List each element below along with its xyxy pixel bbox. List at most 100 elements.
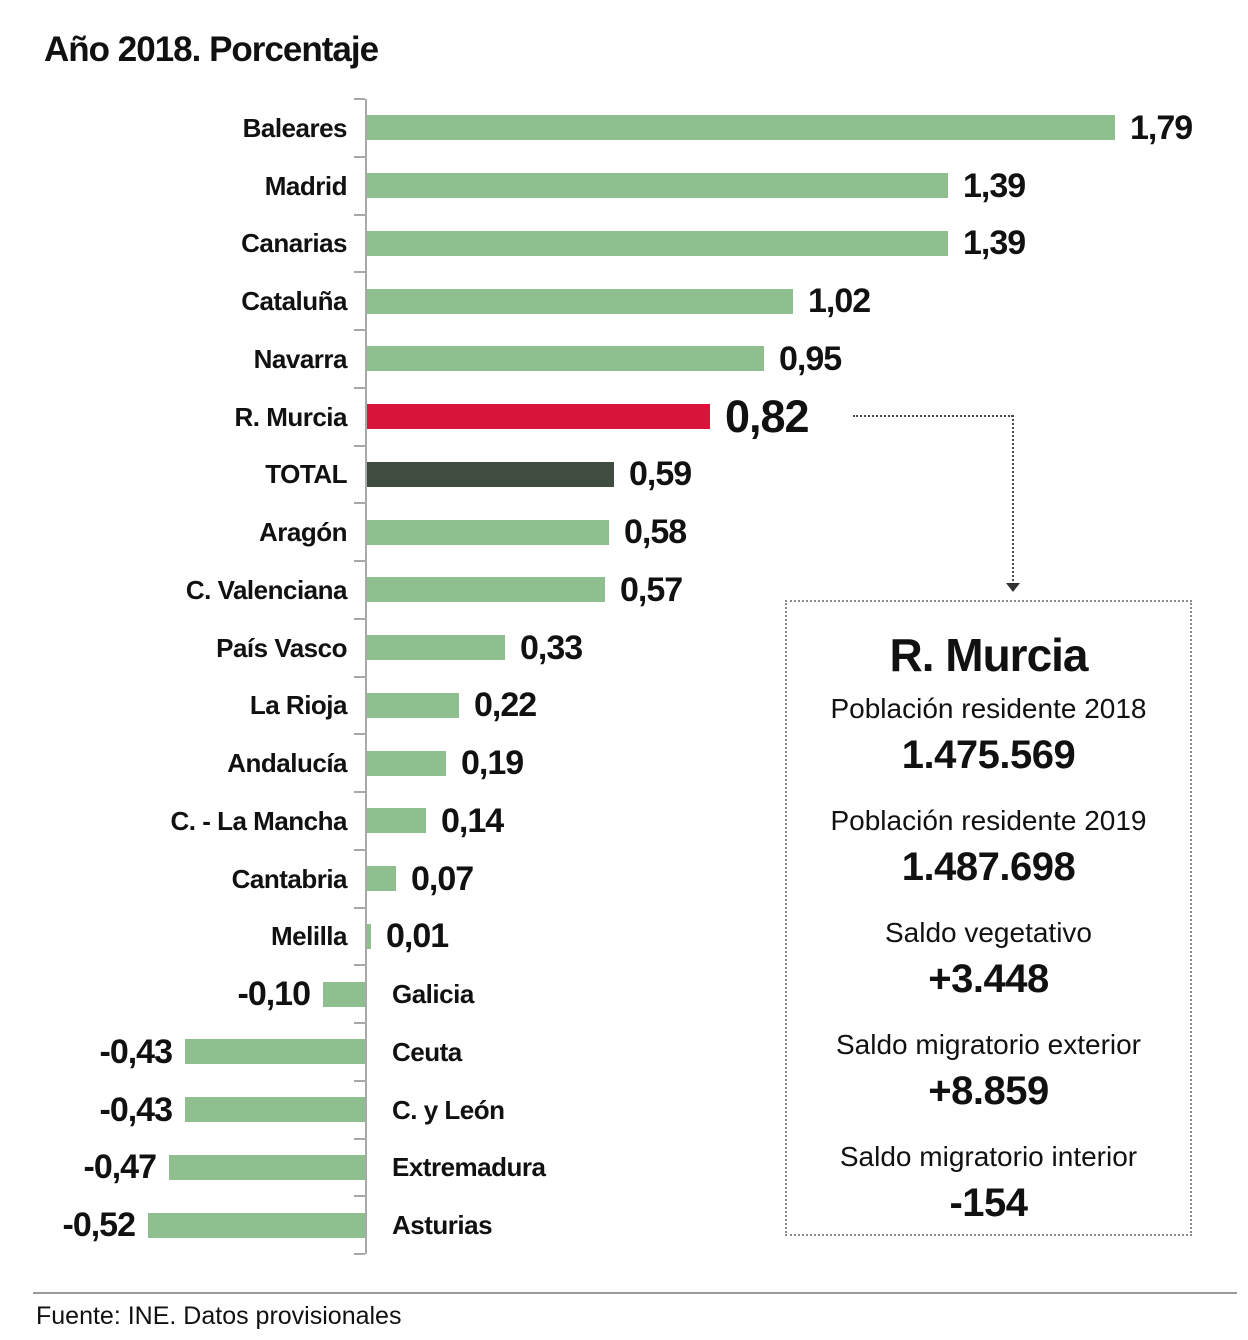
arrow-down-icon	[1006, 583, 1020, 592]
value-label: 0,58	[624, 513, 687, 552]
axis-line	[365, 99, 367, 1254]
category-label: Galicia	[392, 979, 474, 1010]
axis-tick	[354, 848, 365, 851]
category-label: Madrid	[264, 170, 348, 201]
axis-tick	[354, 502, 365, 505]
axis-tick	[354, 675, 365, 678]
bar	[367, 692, 459, 718]
bar	[367, 461, 614, 487]
bar	[367, 230, 948, 256]
axis-tick	[354, 386, 365, 389]
bar	[367, 288, 793, 314]
axis-tick	[354, 733, 365, 736]
category-label: País Vasco	[216, 632, 347, 663]
category-label: C. y León	[392, 1094, 505, 1125]
axis-tick	[354, 444, 365, 447]
category-label: R. Murcia	[234, 401, 347, 432]
category-label: Aragón	[259, 517, 348, 548]
callout-item-value: 1.475.569	[901, 733, 1076, 777]
callout-item-value: 1.487.698	[901, 845, 1076, 889]
category-label: Andalucía	[227, 748, 347, 779]
axis-tick	[354, 271, 365, 274]
bar	[367, 173, 948, 199]
callout-item-label: Población residente 2018	[830, 693, 1147, 724]
value-label: -0,47	[83, 1148, 158, 1187]
bar	[367, 115, 1115, 141]
axis-tick	[354, 560, 365, 562]
category-label: Cataluña	[241, 286, 347, 317]
category-label: Extremadura	[392, 1152, 546, 1183]
bar	[185, 1097, 365, 1123]
value-label: 1,79	[1130, 108, 1193, 147]
axis-tick	[354, 1137, 365, 1140]
murcia-callout: R. Murcia Población residente 2018 1.475…	[785, 600, 1192, 1236]
callout-title: R. Murcia	[889, 629, 1088, 681]
category-label: C. Valenciana	[185, 574, 348, 605]
axis-tick	[354, 906, 365, 909]
bar	[148, 1212, 365, 1238]
callout-connector-vertical	[1012, 415, 1014, 585]
axis-tick	[354, 1253, 365, 1255]
category-label: Navarra	[253, 343, 348, 374]
footer-divider	[33, 1292, 1237, 1294]
category-label: Asturias	[392, 1210, 493, 1241]
bar	[367, 923, 371, 949]
source-note: Fuente: INE. Datos provisionales	[36, 1302, 402, 1330]
axis-tick	[354, 98, 365, 100]
value-label: 1,02	[808, 282, 871, 321]
category-label: Baleares	[242, 112, 348, 143]
axis-tick	[354, 1022, 365, 1024]
bar	[323, 981, 365, 1007]
value-label: 0,82	[725, 390, 810, 442]
callout-item-label: Saldo vegetativo	[884, 917, 1093, 948]
value-label: 1,39	[963, 224, 1026, 263]
axis-tick	[354, 329, 365, 331]
callout-item-value: +8.859	[928, 1069, 1049, 1113]
value-label: 0,14	[441, 801, 504, 840]
value-label: -0,10	[237, 975, 312, 1014]
category-label: La Rioja	[249, 690, 348, 721]
callout-item-value: +3.448	[928, 957, 1049, 1001]
callout-item-label: Saldo migratorio interior	[839, 1141, 1138, 1172]
callout-item-value: -154	[949, 1181, 1028, 1225]
callout-item-label: Población residente 2019	[830, 805, 1147, 836]
category-label: TOTAL	[265, 459, 347, 490]
category-label: Canarias	[241, 228, 347, 259]
value-label: 0,95	[779, 339, 842, 378]
bar	[367, 577, 605, 603]
category-label: C. - La Mancha	[170, 805, 348, 836]
bar	[367, 866, 396, 892]
value-label: 0,07	[411, 859, 474, 898]
axis-tick	[354, 791, 365, 793]
axis-tick	[354, 155, 365, 158]
axis-tick	[354, 964, 365, 967]
bar	[367, 750, 446, 776]
callout-item-label: Saldo migratorio exterior	[835, 1029, 1142, 1060]
value-label: 0,01	[386, 917, 449, 956]
axis-tick	[354, 617, 365, 620]
value-label: 0,59	[629, 455, 692, 494]
callout-connector-horizontal	[853, 415, 1013, 417]
bar	[367, 635, 505, 661]
category-label: Ceuta	[392, 1036, 462, 1067]
bar	[185, 1039, 365, 1065]
bar	[367, 404, 710, 430]
axis-tick	[354, 1195, 365, 1198]
bar	[367, 346, 764, 372]
axis-tick	[354, 213, 365, 216]
bar	[367, 808, 426, 834]
chart-title: Año 2018. Porcentaje	[44, 30, 379, 69]
value-label: 0,33	[520, 628, 583, 667]
category-label: Cantabria	[231, 863, 348, 894]
bar	[169, 1154, 365, 1180]
value-label: 0,22	[474, 686, 537, 725]
value-label: 0,19	[461, 744, 524, 783]
axis-tick	[354, 1079, 365, 1082]
bar	[367, 519, 609, 545]
value-label: 0,57	[620, 570, 683, 609]
value-label: -0,43	[99, 1032, 174, 1071]
value-label: -0,52	[62, 1206, 137, 1245]
value-label: -0,43	[99, 1090, 174, 1129]
